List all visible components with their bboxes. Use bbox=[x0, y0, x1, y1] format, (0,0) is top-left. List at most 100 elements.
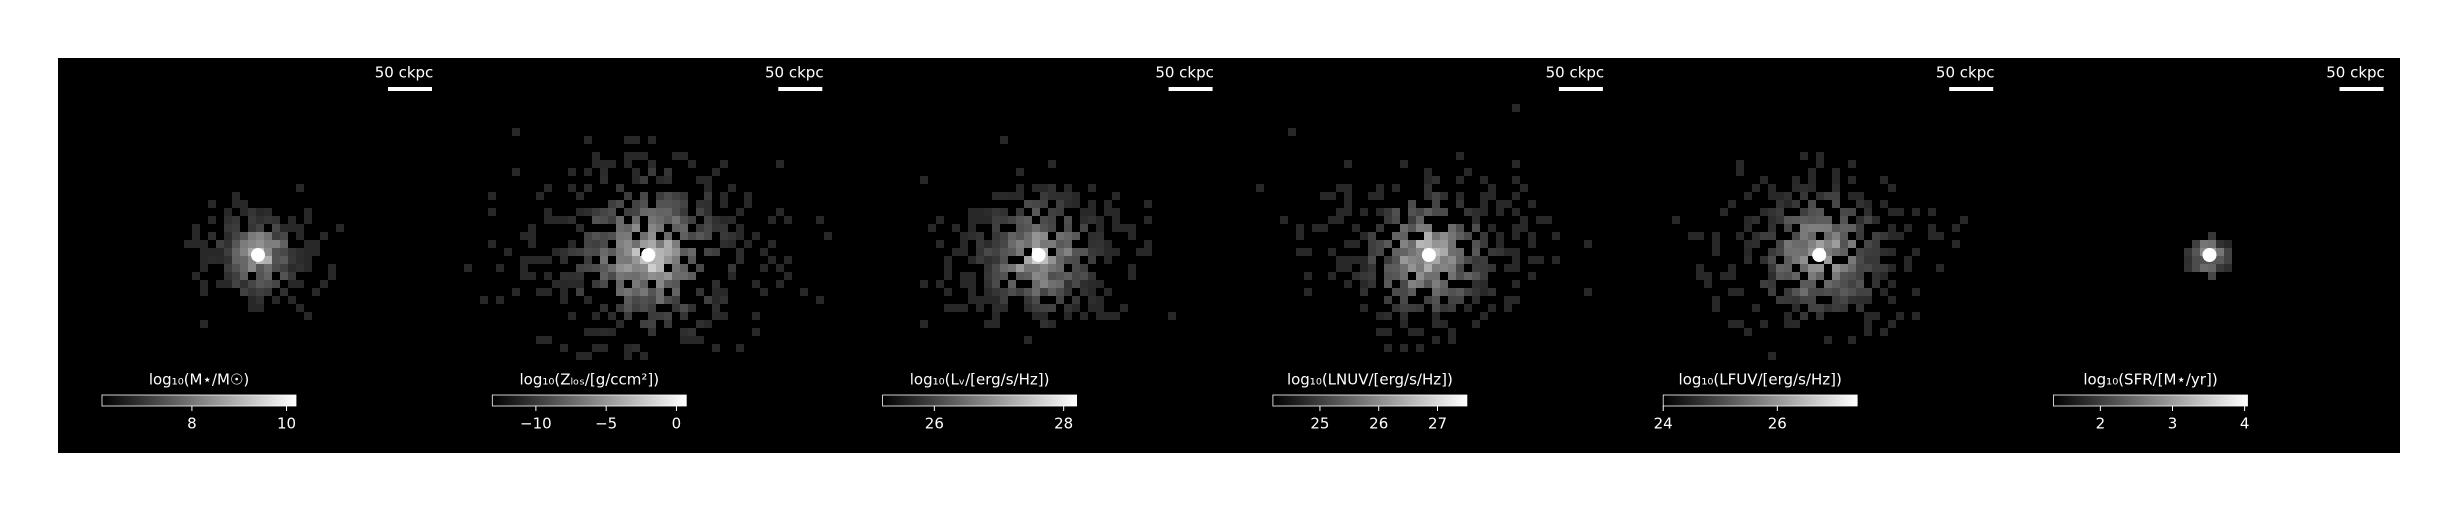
pixel bbox=[1056, 272, 1064, 280]
pixel bbox=[1832, 176, 1840, 184]
pixel bbox=[672, 240, 680, 248]
pixel bbox=[960, 304, 968, 312]
pixel bbox=[1528, 240, 1536, 248]
pixel bbox=[1480, 200, 1488, 208]
pixel bbox=[1912, 248, 1920, 256]
pixel bbox=[1480, 240, 1488, 248]
pixel bbox=[1448, 264, 1456, 272]
pixel bbox=[496, 296, 504, 304]
pixel bbox=[1800, 192, 1808, 200]
pixel bbox=[1128, 272, 1136, 280]
pixel bbox=[640, 272, 648, 280]
pixel bbox=[1464, 288, 1472, 296]
pixel bbox=[240, 280, 248, 288]
pixel bbox=[1760, 232, 1768, 240]
pixel bbox=[712, 224, 720, 232]
pixel bbox=[1816, 152, 1824, 160]
pixel bbox=[648, 168, 656, 176]
pixel bbox=[616, 232, 624, 240]
pixel bbox=[1872, 232, 1880, 240]
pixel bbox=[1088, 288, 1096, 296]
pixel bbox=[1440, 240, 1448, 248]
pixel bbox=[1400, 272, 1408, 280]
pixel bbox=[2208, 272, 2216, 280]
pixel bbox=[952, 248, 960, 256]
pixel bbox=[704, 208, 712, 216]
pixel bbox=[1392, 232, 1400, 240]
pixel bbox=[1800, 232, 1808, 240]
pixel bbox=[1808, 224, 1816, 232]
pixel bbox=[1808, 296, 1816, 304]
pixel bbox=[232, 232, 240, 240]
pixel bbox=[1512, 176, 1520, 184]
pixel bbox=[1744, 192, 1752, 200]
pixel bbox=[1416, 272, 1424, 280]
pixel bbox=[560, 248, 568, 256]
pixel bbox=[680, 216, 688, 224]
pixel bbox=[1000, 272, 1008, 280]
pixel bbox=[1408, 280, 1416, 288]
pixel bbox=[2216, 248, 2224, 256]
pixel bbox=[544, 184, 552, 192]
pixel bbox=[624, 352, 632, 360]
pixel bbox=[1400, 344, 1408, 352]
pixel bbox=[1048, 216, 1056, 224]
pixel bbox=[1440, 320, 1448, 328]
pixel bbox=[1816, 240, 1824, 248]
pixel bbox=[1048, 224, 1056, 232]
pixel bbox=[992, 192, 1000, 200]
pixel bbox=[696, 176, 704, 184]
pixel bbox=[512, 128, 520, 136]
pixel bbox=[1000, 288, 1008, 296]
pixel bbox=[680, 192, 688, 200]
pixel bbox=[288, 256, 296, 264]
pixel bbox=[936, 216, 944, 224]
pixel bbox=[1400, 288, 1408, 296]
pixel bbox=[488, 192, 496, 200]
pixel bbox=[1432, 304, 1440, 312]
pixel bbox=[712, 288, 720, 296]
pixel bbox=[1064, 184, 1072, 192]
pixel bbox=[1864, 288, 1872, 296]
pixel bbox=[280, 248, 288, 256]
pixel bbox=[608, 328, 616, 336]
pixel bbox=[656, 312, 664, 320]
pixel bbox=[1448, 288, 1456, 296]
pixel bbox=[1432, 240, 1440, 248]
pixel bbox=[744, 240, 752, 248]
pixel bbox=[1384, 256, 1392, 264]
pixel bbox=[968, 232, 976, 240]
pixel bbox=[568, 216, 576, 224]
pixel bbox=[680, 200, 688, 208]
pixel bbox=[1080, 224, 1088, 232]
pixel bbox=[1336, 256, 1344, 264]
pixel bbox=[1800, 256, 1808, 264]
pixel bbox=[584, 328, 592, 336]
pixel bbox=[664, 272, 672, 280]
pixel bbox=[208, 232, 216, 240]
pixel bbox=[1512, 232, 1520, 240]
pixel bbox=[296, 264, 304, 272]
pixel bbox=[680, 328, 688, 336]
pixel bbox=[680, 152, 688, 160]
pixel bbox=[296, 280, 304, 288]
pixel bbox=[1080, 248, 1088, 256]
pixel bbox=[232, 264, 240, 272]
pixel bbox=[1064, 256, 1072, 264]
pixel bbox=[544, 208, 552, 216]
pixel bbox=[1392, 288, 1400, 296]
pixel bbox=[1384, 280, 1392, 288]
pixel bbox=[1032, 184, 1040, 192]
pixel bbox=[256, 296, 264, 304]
pixel bbox=[200, 240, 208, 248]
pixel bbox=[1432, 192, 1440, 200]
pixel bbox=[720, 160, 728, 168]
pixel bbox=[608, 312, 616, 320]
pixel bbox=[1384, 216, 1392, 224]
pixel bbox=[1064, 248, 1072, 256]
pixel bbox=[1744, 224, 1752, 232]
pixel bbox=[1768, 224, 1776, 232]
pixel bbox=[1416, 248, 1424, 256]
pixel bbox=[1800, 264, 1808, 272]
pixel bbox=[1800, 280, 1808, 288]
